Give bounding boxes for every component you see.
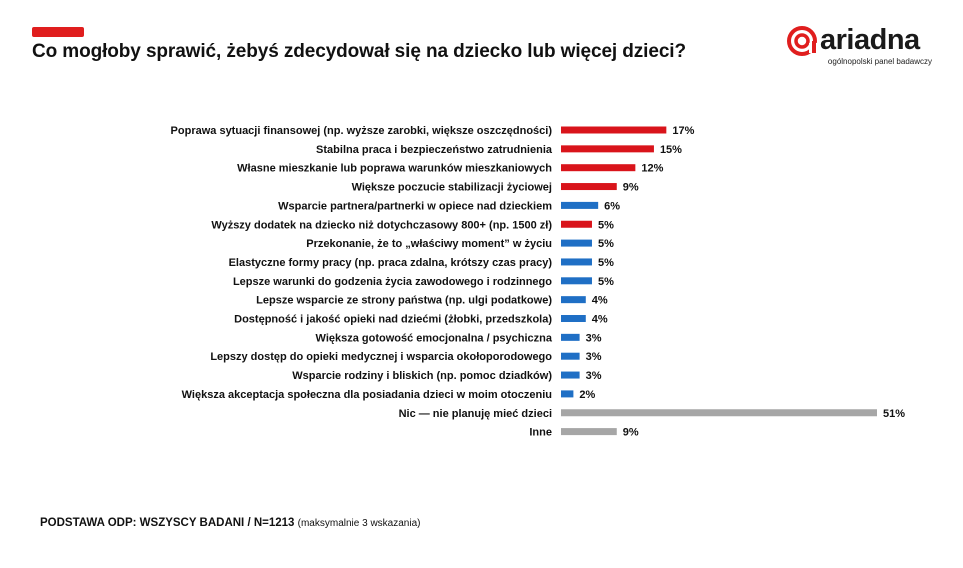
bar bbox=[561, 277, 592, 285]
category-label: Przekonanie, że to „właściwy moment” w ż… bbox=[306, 238, 552, 250]
value-label: 6% bbox=[604, 200, 620, 212]
category-label: Elastyczne formy pracy (np. praca zdalna… bbox=[229, 257, 553, 269]
value-label: 51% bbox=[883, 408, 905, 420]
value-label: 5% bbox=[598, 257, 614, 269]
footer-base: PODSTAWA ODP: WSZYSCY BADANI / N=1213 (m… bbox=[40, 517, 420, 529]
category-label: Lepsze wsparcie ze strony państwa (np. u… bbox=[256, 295, 552, 307]
value-label: 3% bbox=[586, 351, 602, 363]
category-label: Wsparcie partnera/partnerki w opiece nad… bbox=[278, 200, 552, 212]
value-label: 3% bbox=[586, 332, 602, 344]
bar bbox=[561, 296, 586, 304]
bar bbox=[561, 390, 574, 398]
footer-base-text: PODSTAWA ODP: WSZYSCY BADANI / N=1213 bbox=[40, 517, 295, 529]
category-label: Poprawa sytuacji finansowej (np. wyższe … bbox=[171, 125, 553, 137]
footer-note: (maksymalnie 3 wskazania) bbox=[297, 518, 421, 529]
bar bbox=[561, 315, 586, 322]
category-label: Stabilna praca i bezpieczeństwo zatrudni… bbox=[316, 144, 553, 156]
category-label: Inne bbox=[529, 427, 552, 439]
value-label: 9% bbox=[623, 427, 639, 439]
title-accent-bar bbox=[32, 27, 84, 37]
category-label: Większa gotowość emocjonalna / psychiczn… bbox=[316, 332, 553, 344]
page-title: Co mogłoby sprawić, żebyś zdecydował się… bbox=[32, 41, 686, 62]
category-label: Większe poczucie stabilizacji życiowej bbox=[352, 182, 552, 194]
bar bbox=[561, 183, 617, 191]
brand-logo: ariadna ogólnopolski panel badawczy bbox=[786, 22, 946, 70]
category-label: Dostępność i jakość opieki nad dziećmi (… bbox=[234, 314, 552, 326]
category-label: Lepszy dostęp do opieki medycznej i wspa… bbox=[210, 351, 552, 363]
category-label: Wsparcie rodziny i bliskich (np. pomoc d… bbox=[292, 370, 552, 382]
category-label: Większa akceptacja społeczna dla posiada… bbox=[182, 389, 552, 401]
value-label: 5% bbox=[598, 276, 614, 288]
bar bbox=[561, 371, 580, 379]
category-label: Nic — nie planuję mieć dzieci bbox=[399, 408, 552, 420]
value-label: 2% bbox=[579, 389, 595, 401]
value-label: 4% bbox=[592, 314, 608, 326]
bar bbox=[561, 428, 617, 436]
bar bbox=[561, 409, 877, 417]
value-label: 3% bbox=[586, 370, 602, 382]
brand-tagline: ogólnopolski panel badawczy bbox=[827, 57, 932, 66]
value-label: 12% bbox=[641, 163, 663, 175]
bar-chart: Poprawa sytuacji finansowej (np. wyższe … bbox=[171, 125, 906, 439]
bar bbox=[561, 145, 654, 153]
bar bbox=[561, 258, 592, 266]
bar bbox=[561, 164, 636, 172]
bar bbox=[561, 333, 580, 341]
brand-name: ariadna bbox=[820, 24, 920, 56]
value-label: 5% bbox=[598, 219, 614, 231]
ariadna-spiral-icon bbox=[787, 26, 818, 56]
bar bbox=[561, 126, 667, 134]
bar bbox=[561, 220, 592, 228]
value-label: 17% bbox=[672, 125, 694, 137]
value-label: 9% bbox=[623, 182, 639, 194]
value-label: 5% bbox=[598, 238, 614, 250]
bar bbox=[561, 239, 592, 247]
category-label: Lepsze warunki do godzenia życia zawodow… bbox=[233, 276, 552, 288]
bar bbox=[561, 201, 599, 209]
category-label: Wyższy dodatek na dziecko niż dotychczas… bbox=[211, 219, 552, 231]
value-label: 15% bbox=[660, 144, 682, 156]
value-label: 4% bbox=[592, 295, 608, 307]
category-label: Własne mieszkanie lub poprawa warunków m… bbox=[237, 163, 552, 175]
bar bbox=[561, 352, 580, 360]
